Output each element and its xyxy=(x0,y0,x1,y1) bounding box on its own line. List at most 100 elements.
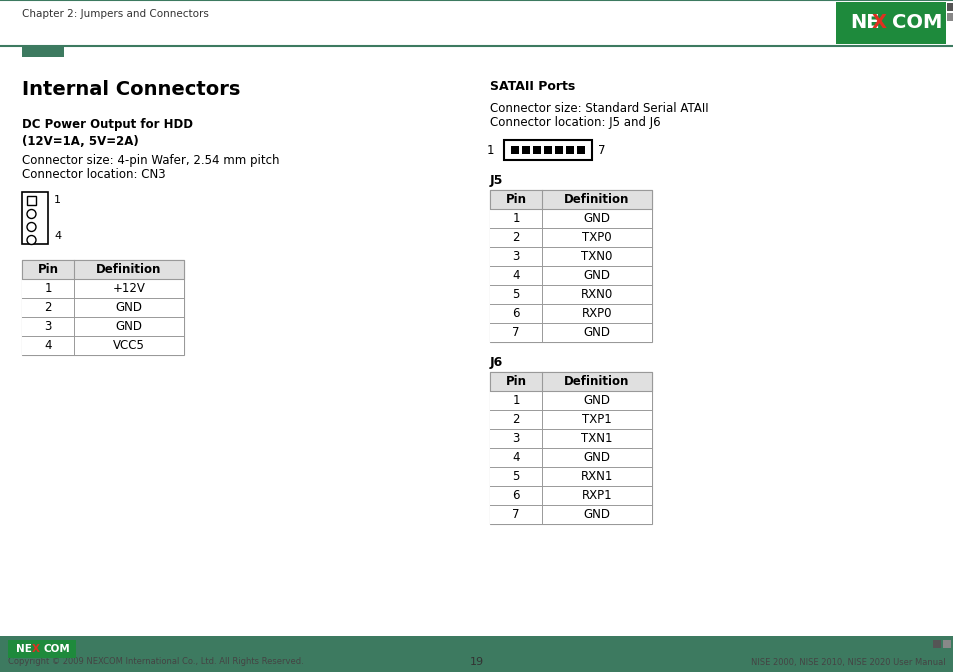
Circle shape xyxy=(27,210,36,218)
Text: GND: GND xyxy=(583,508,610,521)
Bar xyxy=(533,146,540,154)
Text: Pin: Pin xyxy=(505,193,526,206)
Text: GND: GND xyxy=(115,301,142,314)
Circle shape xyxy=(27,235,36,245)
Bar xyxy=(490,190,651,209)
Text: GND: GND xyxy=(583,451,610,464)
Bar xyxy=(490,304,651,323)
Text: Definition: Definition xyxy=(564,375,629,388)
Text: GND: GND xyxy=(583,212,610,225)
Bar xyxy=(22,317,184,336)
Text: COM: COM xyxy=(44,644,71,654)
Bar xyxy=(543,146,552,154)
Bar xyxy=(577,146,585,154)
Text: TXN0: TXN0 xyxy=(580,250,612,263)
Bar xyxy=(510,146,518,154)
Text: 1: 1 xyxy=(512,212,519,225)
Bar xyxy=(490,448,651,467)
Text: J5: J5 xyxy=(490,174,503,187)
Text: 4: 4 xyxy=(44,339,51,352)
Text: GND: GND xyxy=(583,394,610,407)
Text: 1: 1 xyxy=(44,282,51,295)
Bar xyxy=(490,372,651,391)
Text: X: X xyxy=(871,13,885,32)
Bar xyxy=(946,3,953,11)
Text: Definition: Definition xyxy=(96,263,161,276)
Text: Connector location: CN3: Connector location: CN3 xyxy=(22,168,166,181)
Text: COM: COM xyxy=(891,13,942,32)
Text: Pin: Pin xyxy=(37,263,58,276)
Text: TXN1: TXN1 xyxy=(580,432,612,445)
Text: 3: 3 xyxy=(44,320,51,333)
Text: X: X xyxy=(32,644,40,654)
Bar xyxy=(490,247,651,266)
Text: 2: 2 xyxy=(512,413,519,426)
Text: RXP1: RXP1 xyxy=(581,489,612,502)
Text: Chapter 2: Jumpers and Connectors: Chapter 2: Jumpers and Connectors xyxy=(22,9,209,19)
Bar xyxy=(22,279,184,298)
Text: GND: GND xyxy=(583,326,610,339)
Bar xyxy=(490,209,651,228)
Text: Definition: Definition xyxy=(564,193,629,206)
Text: 7: 7 xyxy=(512,326,519,339)
Text: GND: GND xyxy=(115,320,142,333)
Bar xyxy=(490,391,651,410)
Bar xyxy=(490,372,651,524)
Bar xyxy=(22,192,48,244)
Text: RXN0: RXN0 xyxy=(580,288,613,301)
Text: +12V: +12V xyxy=(112,282,145,295)
Bar xyxy=(490,228,651,247)
Bar xyxy=(22,298,184,317)
Bar xyxy=(503,140,592,160)
Text: Copyright © 2009 NEXCOM International Co., Ltd. All Rights Reserved.: Copyright © 2009 NEXCOM International Co… xyxy=(8,657,303,667)
Bar xyxy=(946,13,953,21)
Text: 19: 19 xyxy=(470,657,483,667)
Text: 1: 1 xyxy=(486,144,494,157)
Bar xyxy=(8,640,76,658)
Text: 3: 3 xyxy=(512,250,519,263)
Text: Internal Connectors: Internal Connectors xyxy=(22,80,240,99)
Text: VCC5: VCC5 xyxy=(113,339,145,352)
Bar xyxy=(490,323,651,342)
Bar xyxy=(490,190,651,342)
Text: 2: 2 xyxy=(44,301,51,314)
Bar xyxy=(27,196,36,205)
Circle shape xyxy=(27,222,36,231)
Text: Connector location: J5 and J6: Connector location: J5 and J6 xyxy=(490,116,659,129)
Bar xyxy=(22,336,184,355)
Text: TXP0: TXP0 xyxy=(581,231,611,244)
Bar xyxy=(0,636,953,672)
Bar xyxy=(490,486,651,505)
Bar xyxy=(942,640,950,648)
Bar xyxy=(835,2,945,44)
Bar xyxy=(490,410,651,429)
Bar xyxy=(490,467,651,486)
Text: 7: 7 xyxy=(598,144,605,157)
Bar xyxy=(22,260,184,279)
Text: 1: 1 xyxy=(54,195,61,205)
Bar xyxy=(490,285,651,304)
Text: Pin: Pin xyxy=(505,375,526,388)
Bar xyxy=(490,429,651,448)
Text: 5: 5 xyxy=(512,288,519,301)
Text: TXP1: TXP1 xyxy=(581,413,611,426)
Text: DC Power Output for HDD
(12V=1A, 5V=2A): DC Power Output for HDD (12V=1A, 5V=2A) xyxy=(22,118,193,148)
Bar xyxy=(490,266,651,285)
Text: 3: 3 xyxy=(512,432,519,445)
Bar xyxy=(555,146,562,154)
Text: 2: 2 xyxy=(512,231,519,244)
Text: 4: 4 xyxy=(54,231,61,241)
Bar xyxy=(490,505,651,524)
Text: 1: 1 xyxy=(512,394,519,407)
Text: J6: J6 xyxy=(490,356,503,369)
Text: 4: 4 xyxy=(512,451,519,464)
Text: 6: 6 xyxy=(512,489,519,502)
Text: 5: 5 xyxy=(512,470,519,483)
Bar xyxy=(521,146,529,154)
Bar xyxy=(566,146,574,154)
Text: 4: 4 xyxy=(512,269,519,282)
Text: SATAII Ports: SATAII Ports xyxy=(490,80,575,93)
Bar xyxy=(22,47,64,57)
Text: NE: NE xyxy=(849,13,879,32)
Text: NISE 2000, NISE 2010, NISE 2020 User Manual: NISE 2000, NISE 2010, NISE 2020 User Man… xyxy=(751,657,945,667)
